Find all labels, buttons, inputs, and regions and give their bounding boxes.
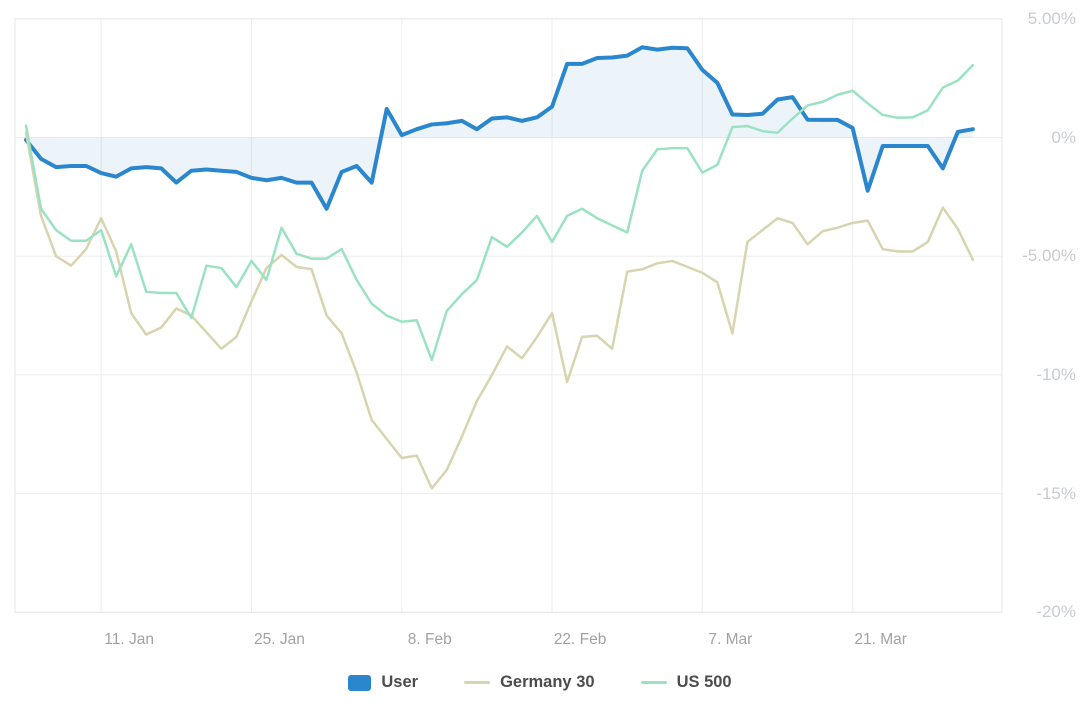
y-axis-label: -20% (1036, 602, 1076, 622)
x-axis-label: 8. Feb (407, 631, 452, 648)
y-axis-label: -5.00% (1022, 246, 1076, 266)
y-axis: 5.00% 0% -5.00% -10% -15% -20% (1008, 0, 1078, 622)
user-series-swatch-icon (348, 674, 372, 691)
legend-item-user[interactable]: User (348, 673, 418, 692)
x-axis-label: 11. Jan (104, 631, 154, 648)
y-axis-label: -15% (1036, 483, 1076, 503)
legend-item-germany-30[interactable]: Germany 30 (464, 673, 595, 692)
x-axis-label: 7. Mar (708, 631, 753, 648)
legend-label-us-500: US 500 (676, 673, 732, 691)
germany-30-series-swatch-icon (464, 681, 491, 684)
user-area-fill (26, 47, 973, 209)
x-axis-label: 22. Feb (553, 631, 607, 648)
germany-30-series-line (24, 131, 975, 490)
y-axis-label: 5.00% (1027, 8, 1076, 28)
y-axis-label: -10% (1036, 364, 1076, 384)
x-axis-label: 21. Mar (854, 631, 907, 648)
user-series-line (24, 45, 975, 211)
legend-label-user: User (381, 673, 419, 691)
us-500-series-swatch-icon (640, 681, 667, 684)
us-500-series-line (24, 63, 975, 362)
plot-border (14, 18, 1003, 613)
legend-label-germany-30: Germany 30 (500, 673, 595, 691)
x-axis-label: 25. Jan (254, 631, 305, 648)
y-axis-label: 0% (1051, 127, 1076, 147)
legend: User Germany 30 US 500 (0, 673, 1080, 692)
legend-item-us-500[interactable]: US 500 (640, 673, 732, 692)
